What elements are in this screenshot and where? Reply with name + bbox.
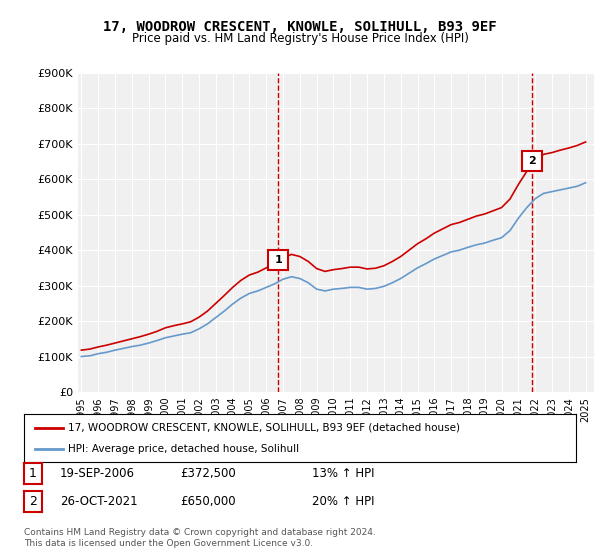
Text: HPI: Average price, detached house, Solihull: HPI: Average price, detached house, Soli… — [68, 444, 299, 454]
Text: Contains HM Land Registry data © Crown copyright and database right 2024.
This d: Contains HM Land Registry data © Crown c… — [24, 528, 376, 548]
Text: 20% ↑ HPI: 20% ↑ HPI — [312, 495, 374, 508]
Text: £372,500: £372,500 — [180, 467, 236, 480]
Text: 26-OCT-2021: 26-OCT-2021 — [60, 495, 137, 508]
Text: Price paid vs. HM Land Registry's House Price Index (HPI): Price paid vs. HM Land Registry's House … — [131, 32, 469, 45]
Text: 19-SEP-2006: 19-SEP-2006 — [60, 467, 135, 480]
Text: 1: 1 — [274, 255, 282, 265]
Text: 17, WOODROW CRESCENT, KNOWLE, SOLIHULL, B93 9EF: 17, WOODROW CRESCENT, KNOWLE, SOLIHULL, … — [103, 20, 497, 34]
Text: 17, WOODROW CRESCENT, KNOWLE, SOLIHULL, B93 9EF (detached house): 17, WOODROW CRESCENT, KNOWLE, SOLIHULL, … — [68, 423, 460, 433]
Text: 2: 2 — [29, 495, 37, 508]
Text: 1: 1 — [29, 467, 37, 480]
Text: 13% ↑ HPI: 13% ↑ HPI — [312, 467, 374, 480]
Text: £650,000: £650,000 — [180, 495, 236, 508]
Text: 2: 2 — [528, 156, 536, 166]
